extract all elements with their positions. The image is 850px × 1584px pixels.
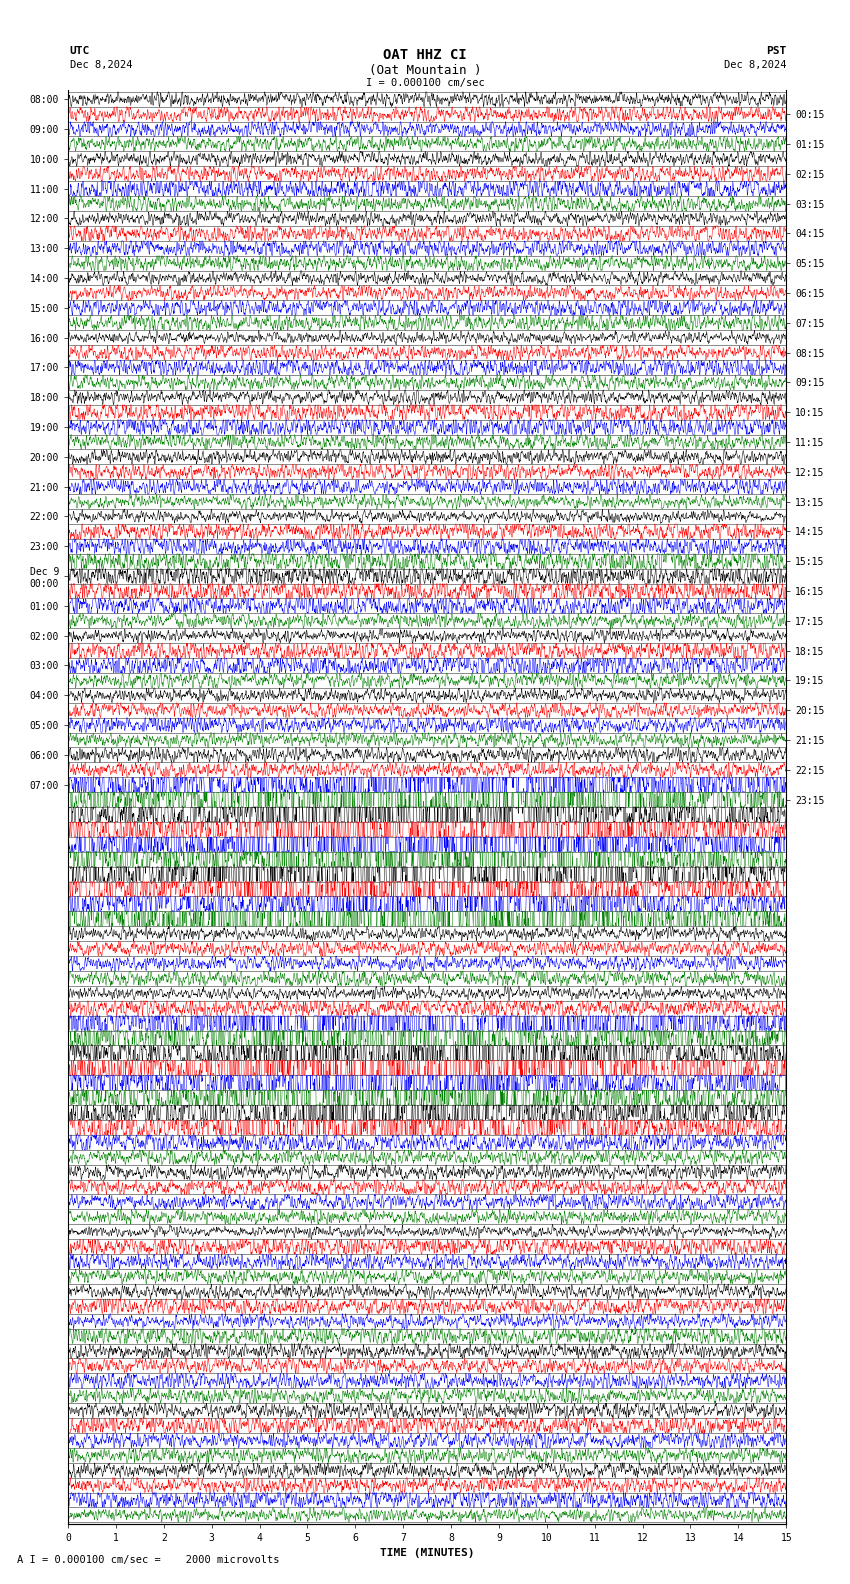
Text: I = 0.000100 cm/sec: I = 0.000100 cm/sec bbox=[366, 78, 484, 89]
Text: PST: PST bbox=[766, 46, 786, 55]
Text: UTC: UTC bbox=[70, 46, 90, 55]
Text: Dec 8,2024: Dec 8,2024 bbox=[70, 60, 133, 70]
X-axis label: TIME (MINUTES): TIME (MINUTES) bbox=[380, 1549, 474, 1559]
Text: Dec 8,2024: Dec 8,2024 bbox=[723, 60, 786, 70]
Text: A I = 0.000100 cm/sec =    2000 microvolts: A I = 0.000100 cm/sec = 2000 microvolts bbox=[17, 1555, 280, 1565]
Text: OAT HHZ CI: OAT HHZ CI bbox=[383, 48, 467, 62]
Text: (Oat Mountain ): (Oat Mountain ) bbox=[369, 63, 481, 78]
